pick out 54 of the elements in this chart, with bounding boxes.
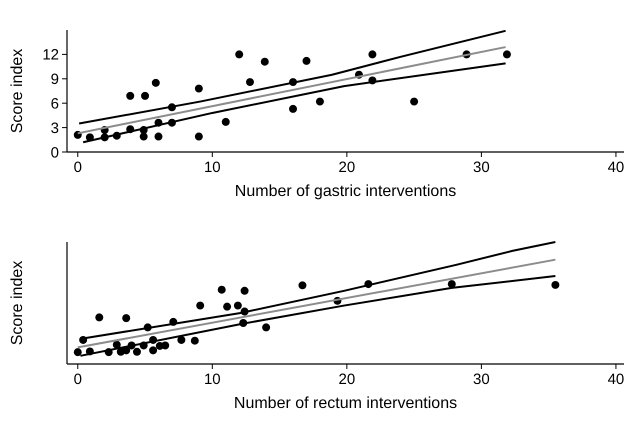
point [240, 286, 249, 295]
x-tick-label: 0 [74, 159, 82, 176]
x-axis-title: Number of rectum interventions [234, 395, 458, 412]
point [141, 92, 150, 100]
x-tick-label: 30 [473, 371, 490, 388]
x-tick-label: 10 [204, 371, 221, 388]
y-tick-label: 12 [42, 46, 59, 64]
point [368, 50, 376, 58]
point [234, 302, 242, 310]
point [235, 50, 244, 58]
y-axis-title: Score index [9, 48, 26, 134]
x-tick-label: 30 [473, 159, 490, 176]
point [132, 348, 141, 356]
x-tick-label: 0 [74, 371, 82, 388]
point [222, 118, 230, 126]
point [551, 280, 560, 289]
x-axis-title: Number of gastric interventions [234, 183, 456, 200]
point [298, 281, 306, 290]
point [126, 92, 134, 100]
point [410, 98, 418, 106]
point [302, 56, 310, 65]
x-tick-label: 20 [338, 159, 356, 176]
point [246, 78, 254, 86]
point [196, 302, 204, 310]
point [218, 286, 226, 294]
point [149, 346, 158, 354]
point [122, 314, 130, 322]
point [95, 313, 104, 322]
line-series [78, 30, 507, 125]
point [502, 50, 511, 58]
x-tick-label: 20 [338, 371, 356, 388]
point [316, 98, 324, 106]
point [262, 323, 270, 332]
point [223, 302, 232, 311]
point [289, 104, 298, 113]
x-tick-label: 10 [204, 159, 221, 176]
point [154, 132, 162, 141]
x-tick-label: 40 [608, 159, 624, 176]
point [177, 336, 186, 344]
y-tick-label: 3 [50, 120, 59, 137]
y-tick-label: 9 [50, 71, 59, 88]
point [140, 132, 148, 141]
y-tick-label: 0 [50, 144, 59, 162]
line-series [82, 62, 507, 144]
y-tick-label: 6 [50, 95, 59, 112]
point [74, 348, 82, 356]
point [194, 132, 203, 141]
point [152, 78, 160, 87]
x-tick-label: 40 [608, 371, 624, 388]
point [161, 341, 170, 350]
point [194, 84, 203, 93]
point [190, 336, 199, 345]
y-axis-title: Score index [9, 260, 26, 346]
point [260, 58, 269, 66]
